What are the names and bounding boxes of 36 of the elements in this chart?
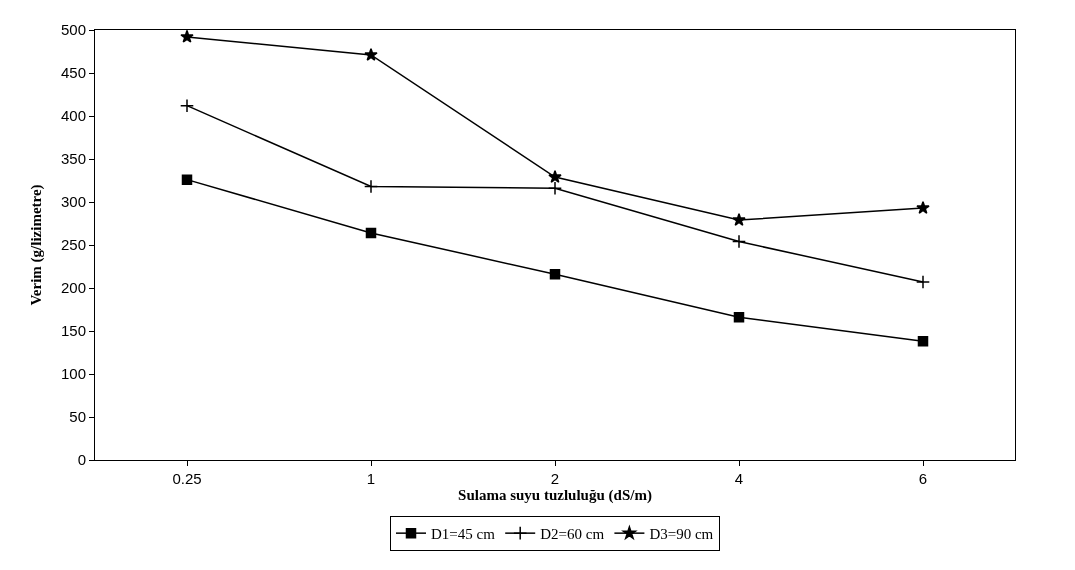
y-tick-label: 300 [60, 193, 86, 211]
y-tick-label: 50 [69, 408, 86, 426]
y-tick-label: 200 [60, 279, 86, 297]
y-tick-label: 350 [60, 150, 86, 168]
point [365, 227, 377, 239]
y-tick-label: 500 [60, 21, 86, 39]
legend-label: D1=45 cm [431, 526, 496, 542]
x-tick-label: 4 [734, 470, 744, 487]
y-tick-label: 400 [60, 107, 86, 125]
y-tick-label: 150 [60, 322, 86, 340]
point [364, 47, 378, 61]
point [915, 274, 931, 290]
point [363, 179, 379, 194]
x-tick-label: 0.25 [172, 470, 202, 487]
point [180, 30, 194, 43]
x-tick-label: 6 [918, 470, 928, 487]
point [548, 170, 562, 183]
y-tick-label: 450 [60, 64, 86, 82]
point [547, 181, 563, 196]
legend-label: D2=60 cm [540, 526, 605, 542]
x-tick-label: 2 [550, 470, 560, 487]
y-tick-label: 250 [60, 236, 86, 254]
x-tick-label: 1 [366, 470, 376, 487]
legend-label: D3=90 cm [649, 526, 714, 542]
point [733, 311, 745, 323]
point [181, 174, 193, 185]
y-tick-label: 0 [77, 451, 86, 469]
point [731, 234, 747, 249]
point [179, 98, 195, 113]
point [549, 268, 561, 280]
point [916, 200, 930, 214]
y-axis-title: Verim (g/lizimetre) [28, 184, 46, 306]
point [732, 213, 746, 226]
y-tick-label: 100 [60, 365, 86, 383]
x-axis-title: Sulama suyu tuzluluğu (dS/m) [458, 487, 652, 504]
point [917, 336, 929, 347]
